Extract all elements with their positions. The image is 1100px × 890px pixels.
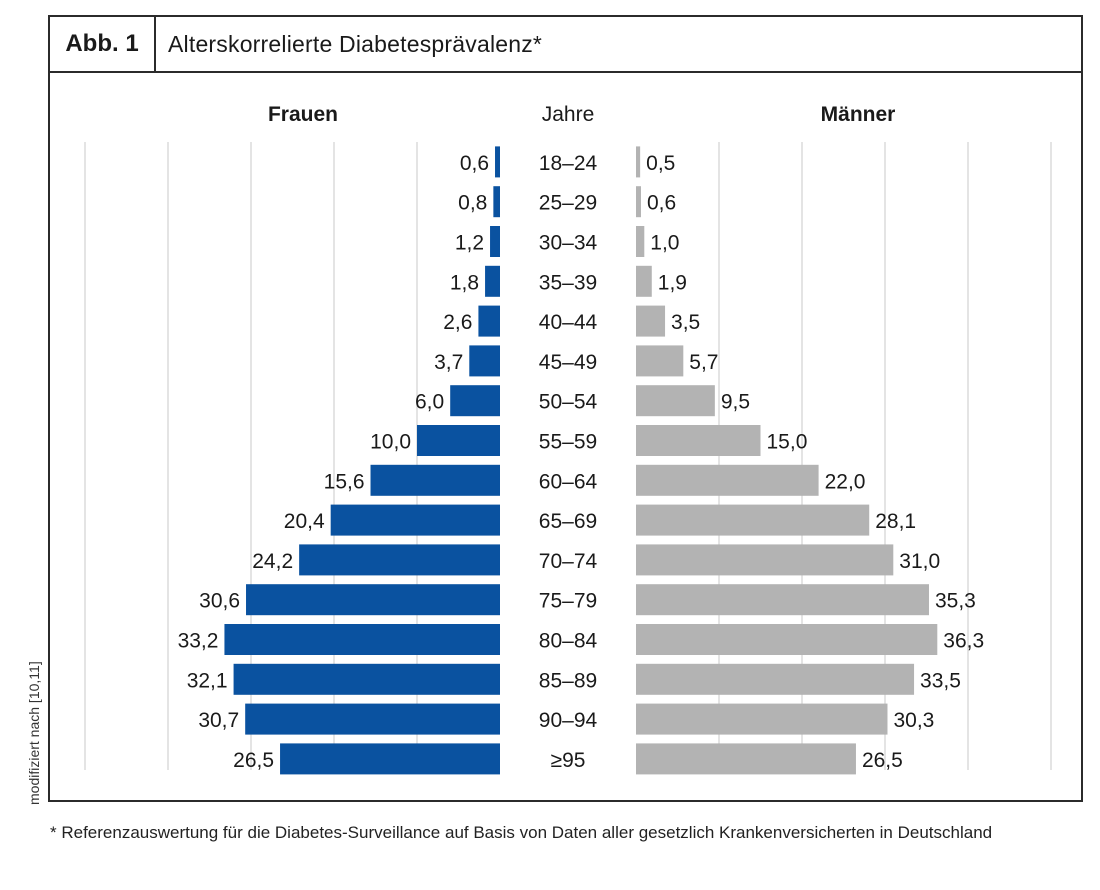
category-label: 18–24 [539, 152, 598, 175]
series-header-frauen: Frauen [268, 103, 338, 126]
bar-maenner [636, 663, 915, 695]
data-label-maenner: 36,3 [943, 630, 984, 653]
data-label-frauen: 1,2 [455, 232, 484, 255]
category-header: Jahre [542, 103, 595, 126]
category-label: ≥95 [551, 749, 586, 772]
figure-label: Abb. 1 [50, 17, 156, 71]
bar-frauen [246, 584, 500, 616]
bar-frauen [245, 703, 500, 735]
data-label-frauen: 24,2 [252, 550, 293, 573]
data-label-maenner: 0,6 [647, 192, 676, 215]
data-label-maenner: 15,0 [767, 431, 808, 454]
bar-frauen [370, 464, 500, 496]
figure-title: Alterskorrelierte Diabetesprävalenz* [168, 31, 543, 57]
bar-maenner [636, 464, 819, 496]
category-label: 70–74 [539, 550, 598, 573]
bar-frauen [490, 226, 500, 257]
bar-maenner [636, 146, 641, 178]
category-label: 40–44 [539, 311, 598, 334]
category-label: 50–54 [539, 391, 598, 414]
bar-frauen [493, 186, 500, 218]
bar-maenner [636, 265, 652, 297]
category-label: 30–34 [539, 232, 598, 255]
footnote: * Referenzauswertung für die Diabetes-Su… [50, 823, 993, 842]
data-label-maenner: 35,3 [935, 590, 976, 613]
category-label: 25–29 [539, 192, 597, 215]
figure-header: Abb. 1 Alterskorrelierte Diabetesprävale… [50, 17, 1081, 73]
bar-frauen [417, 425, 500, 456]
bar-maenner [636, 186, 641, 218]
data-label-maenner: 26,5 [862, 749, 903, 772]
data-label-maenner: 3,5 [671, 311, 700, 334]
category-label: 45–49 [539, 351, 597, 374]
data-label-frauen: 2,6 [443, 311, 472, 334]
category-label: 55–59 [539, 431, 597, 454]
category-label: 85–89 [539, 669, 597, 692]
data-label-maenner: 28,1 [875, 510, 916, 533]
bar-maenner [636, 504, 870, 536]
data-label-maenner: 5,7 [689, 351, 718, 374]
bar-maenner [636, 226, 645, 257]
bar-maenner [636, 305, 666, 337]
bar-maenner [636, 743, 856, 775]
source-note: modifiziert nach [10,11] [26, 661, 42, 805]
bar-frauen [485, 265, 500, 297]
data-label-frauen: 3,7 [434, 351, 463, 374]
bar-maenner [636, 385, 715, 417]
data-label-frauen: 0,8 [458, 192, 487, 215]
bar-frauen [330, 504, 500, 536]
data-label-frauen: 1,8 [450, 271, 479, 294]
data-label-maenner: 1,0 [650, 232, 679, 255]
data-label-maenner: 33,5 [920, 669, 961, 692]
category-label: 65–69 [539, 510, 597, 533]
data-label-frauen: 6,0 [415, 391, 444, 414]
data-label-frauen: 30,7 [198, 709, 239, 732]
bar-frauen [224, 624, 500, 655]
figure-frame: Abb. 1 Alterskorrelierte Diabetesprävale… [48, 15, 1083, 802]
data-label-maenner: 22,0 [825, 470, 866, 493]
category-label: 35–39 [539, 271, 597, 294]
data-label-frauen: 30,6 [199, 590, 240, 613]
data-label-maenner: 1,9 [658, 271, 687, 294]
bar-frauen [469, 345, 500, 377]
series-header-maenner: Männer [821, 103, 896, 126]
bar-maenner [636, 425, 761, 456]
bar-frauen [450, 385, 500, 417]
data-label-frauen: 15,6 [324, 470, 365, 493]
bar-frauen [495, 146, 500, 178]
category-label: 75–79 [539, 590, 597, 613]
bar-frauen [299, 544, 500, 576]
bar-maenner [636, 584, 929, 616]
data-label-maenner: 30,3 [893, 709, 934, 732]
data-label-frauen: 33,2 [178, 630, 219, 653]
bar-frauen [280, 743, 500, 775]
bar-maenner [636, 345, 684, 377]
data-label-frauen: 26,5 [233, 749, 274, 772]
category-label: 80–84 [539, 630, 598, 653]
category-label: 90–94 [539, 709, 598, 732]
bar-maenner [636, 544, 894, 576]
bar-maenner [636, 624, 938, 655]
data-label-frauen: 0,6 [460, 152, 489, 175]
bar-frauen [478, 305, 500, 337]
data-label-maenner: 9,5 [721, 391, 750, 414]
data-label-frauen: 10,0 [370, 431, 411, 454]
bar-frauen [233, 663, 500, 695]
bar-maenner [636, 703, 888, 735]
data-label-maenner: 31,0 [899, 550, 940, 573]
data-label-frauen: 32,1 [187, 669, 228, 692]
data-label-frauen: 20,4 [284, 510, 325, 533]
data-label-maenner: 0,5 [646, 152, 675, 175]
category-label: 60–64 [539, 470, 598, 493]
